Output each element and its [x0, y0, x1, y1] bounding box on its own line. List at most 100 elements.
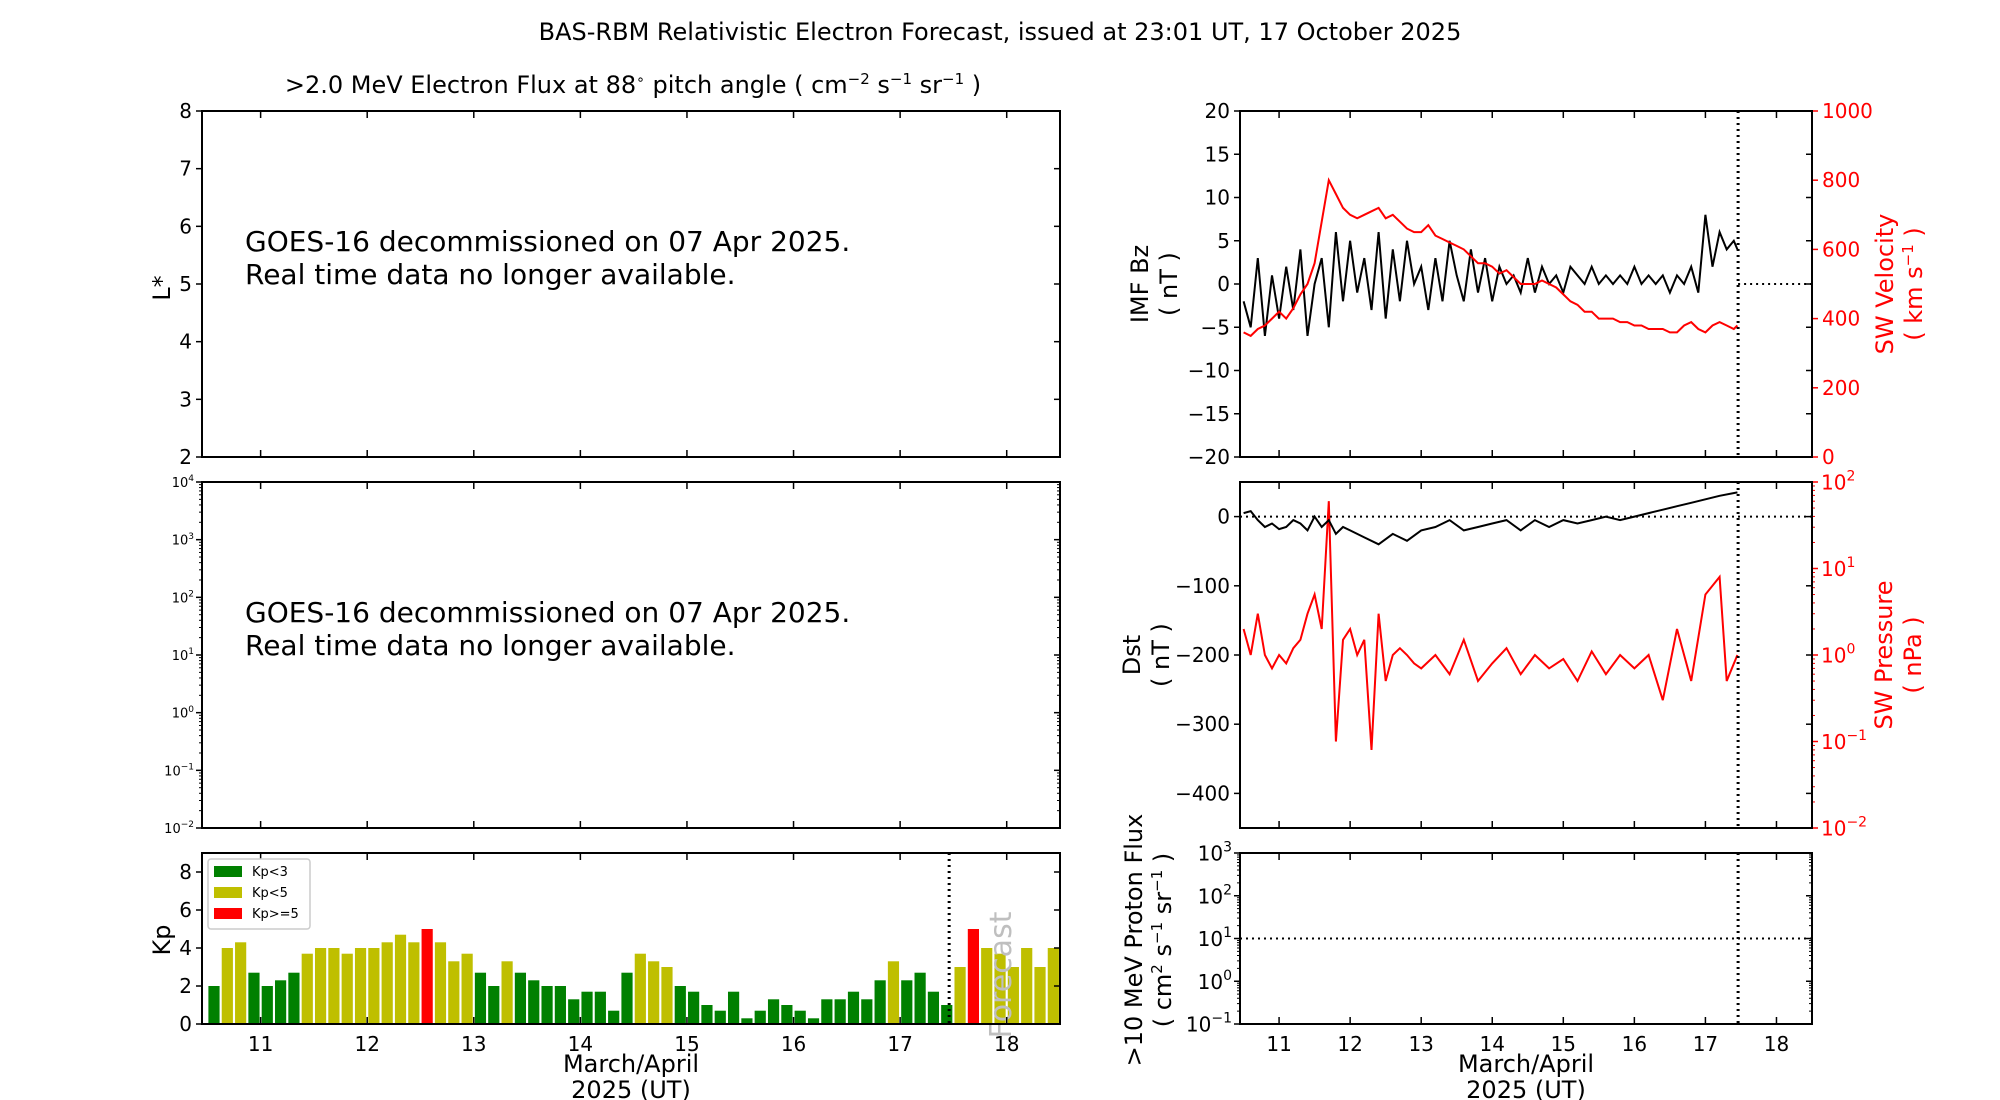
flux-message-line1: GOES-16 decommissioned on 07 Apr 2025.	[245, 596, 850, 629]
y-tick-label: 101	[1198, 925, 1232, 951]
sw-velocity-series	[1243, 177, 1739, 338]
kp-bar	[661, 967, 673, 1024]
y-tick-label: 15	[1205, 142, 1230, 166]
kp-bar	[901, 980, 913, 1024]
kp-bar	[275, 980, 287, 1024]
kp-bar	[767, 999, 780, 1024]
kp-bar	[501, 961, 513, 1024]
kp-bar	[594, 991, 606, 1024]
x-tick-label: 18	[1764, 1032, 1789, 1056]
kp-legend-label-high: Kp>=5	[252, 907, 299, 922]
y-tick-label: 0	[1217, 272, 1230, 296]
x-tick-label: 11	[1266, 1032, 1291, 1056]
kp-bar	[714, 1010, 726, 1024]
y-tick-label: 20	[1205, 99, 1230, 123]
kp-forecast-bar	[1047, 948, 1059, 1024]
kp-bar	[261, 986, 273, 1024]
kp-axes-frame	[201, 852, 1061, 1025]
proton-x-label-line1: March/April	[1458, 1050, 1594, 1078]
imf-y-label-line2: ( nT )	[1155, 252, 1183, 316]
y-tick-label: 7	[179, 157, 192, 181]
imf-y-ticks: −20 −15 −10 −5 0 5 10 15 20	[1188, 99, 1812, 469]
kp-bar	[288, 972, 300, 1024]
figure-title: BAS-RBM Relativistic Electron Forecast, …	[539, 18, 1462, 46]
y2-tick-label: 400	[1822, 307, 1860, 331]
y-tick-label: 10−1	[1186, 1011, 1232, 1037]
y-tick-label: 3	[179, 387, 192, 411]
y2-tick-label: 101	[1821, 555, 1855, 581]
kp-legend-swatch-high	[214, 908, 242, 919]
kp-bar	[834, 999, 846, 1024]
flux-x-ticks	[259, 482, 1008, 828]
kp-bar	[235, 942, 247, 1024]
kp-bar	[887, 961, 900, 1024]
kp-bar	[394, 934, 407, 1024]
lstar-axes-frame	[201, 110, 1061, 458]
kp-bar	[434, 942, 447, 1024]
kp-bar	[701, 1005, 713, 1024]
y-tick-label: −5	[1201, 315, 1230, 339]
lstar-panel-title: >2.0 MeV Electron Flux at 88∘ pitch angl…	[285, 70, 981, 99]
kp-bar	[608, 1010, 620, 1024]
kp-bar	[781, 1005, 793, 1024]
kp-x-label-line1: March/April	[563, 1050, 699, 1078]
flux-message-line2: Real time data no longer available.	[245, 629, 736, 662]
x-tick-label: 12	[1337, 1032, 1362, 1056]
imf-y2-label-line2: ( km s−1 )	[1899, 227, 1928, 341]
lstar-y-ticks: 2 3 4 5 6 7 8	[179, 99, 1060, 469]
y-tick-label: 5	[1217, 229, 1230, 253]
imf-axes-frame	[1239, 110, 1813, 458]
y-tick-label: 2	[179, 974, 192, 998]
x-tick-label: 18	[994, 1032, 1019, 1056]
kp-bar	[794, 1010, 806, 1024]
kp-bars	[208, 929, 1059, 1024]
kp-bar	[408, 942, 420, 1024]
kp-forecast-bar	[1034, 967, 1046, 1024]
kp-bar	[541, 986, 553, 1024]
y2-tick-label: 200	[1822, 376, 1860, 400]
x-tick-label: 14	[1480, 1032, 1505, 1056]
y-tick-label: 102	[172, 589, 194, 606]
kp-forecast-bar	[994, 953, 1006, 1024]
y-tick-label: −400	[1175, 781, 1230, 805]
kp-bar	[354, 948, 367, 1024]
kp-bar	[807, 1018, 820, 1024]
y-tick-label: 6	[179, 214, 192, 238]
kp-bar	[301, 953, 313, 1024]
kp-bar	[581, 991, 593, 1024]
kp-x-ticks: 11 12 13 14 15 16 17 18	[248, 853, 1019, 1056]
x-tick-label: 12	[354, 1032, 379, 1056]
x-tick-label: 16	[781, 1032, 806, 1056]
kp-bar	[727, 991, 740, 1024]
kp-bar	[248, 972, 260, 1024]
x-tick-label: 13	[461, 1032, 486, 1056]
x-tick-label: 15	[1551, 1032, 1576, 1056]
imf-y2-label-line1: SW Velocity	[1871, 214, 1899, 355]
x-tick-label: 16	[1622, 1032, 1647, 1056]
y-tick-label: 103	[172, 532, 194, 549]
kp-bar	[927, 991, 940, 1024]
flux-axes-frame	[201, 481, 1061, 829]
kp-bar	[421, 929, 433, 1024]
y2-tick-label: 10−1	[1821, 728, 1867, 754]
kp-bar	[621, 972, 633, 1024]
proton-axes-frame	[1239, 852, 1813, 1025]
y-tick-label: 103	[1198, 840, 1232, 866]
kp-bar	[381, 942, 393, 1024]
y-tick-label: 100	[172, 705, 195, 722]
lstar-message-line2: Real time data no longer available.	[245, 258, 736, 291]
y-tick-label: −20	[1188, 445, 1230, 469]
dst-y-label-line1: Dst	[1118, 635, 1146, 675]
y2-tick-label: 600	[1822, 237, 1860, 261]
y-tick-label: −100	[1175, 574, 1230, 598]
y2-tick-label: 10−2	[1821, 815, 1867, 841]
kp-bar	[461, 953, 473, 1024]
kp-bar	[568, 999, 580, 1024]
kp-bar	[741, 1018, 753, 1024]
kp-forecast-bar	[1007, 967, 1019, 1024]
kp-legend-swatch-low	[214, 866, 242, 877]
kp-forecast-bar	[954, 967, 966, 1024]
kp-y-ticks: 0 2 4 6 8	[179, 860, 1060, 1036]
